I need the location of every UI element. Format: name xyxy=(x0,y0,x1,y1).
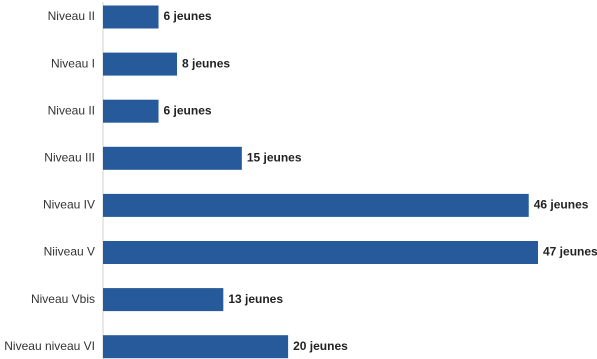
category-label: Niiveau V xyxy=(44,245,95,259)
data-label: 6 jeunes xyxy=(164,9,212,23)
category-label: Niveau II xyxy=(48,103,95,117)
category-label: Niveau III xyxy=(44,150,95,164)
bar xyxy=(103,193,529,217)
bar xyxy=(103,52,178,76)
bar xyxy=(103,335,289,359)
category-label: Niveau II xyxy=(48,9,95,23)
bar xyxy=(103,146,242,170)
data-label: 46 jeunes xyxy=(534,198,589,212)
category-label: Niveau Vbis xyxy=(31,292,95,306)
category-label: Niveau I xyxy=(51,56,95,70)
bar xyxy=(103,99,159,123)
category-label: Niveau niveau VI xyxy=(4,339,95,353)
bars-group: Niveau II 6 jeunes Niveau I 8 jeunes Niveau … xyxy=(4,5,597,359)
bar xyxy=(103,288,224,312)
category-label: Niveau IV xyxy=(43,198,95,212)
bar xyxy=(103,5,159,29)
data-label: 8 jeunes xyxy=(182,56,230,70)
data-label: 47 jeunes xyxy=(543,245,597,259)
data-label: 20 jeunes xyxy=(293,339,348,353)
bar xyxy=(103,241,538,264)
data-label: 13 jeunes xyxy=(228,292,283,306)
data-label: 15 jeunes xyxy=(247,150,302,164)
data-label: 6 jeunes xyxy=(164,103,212,117)
